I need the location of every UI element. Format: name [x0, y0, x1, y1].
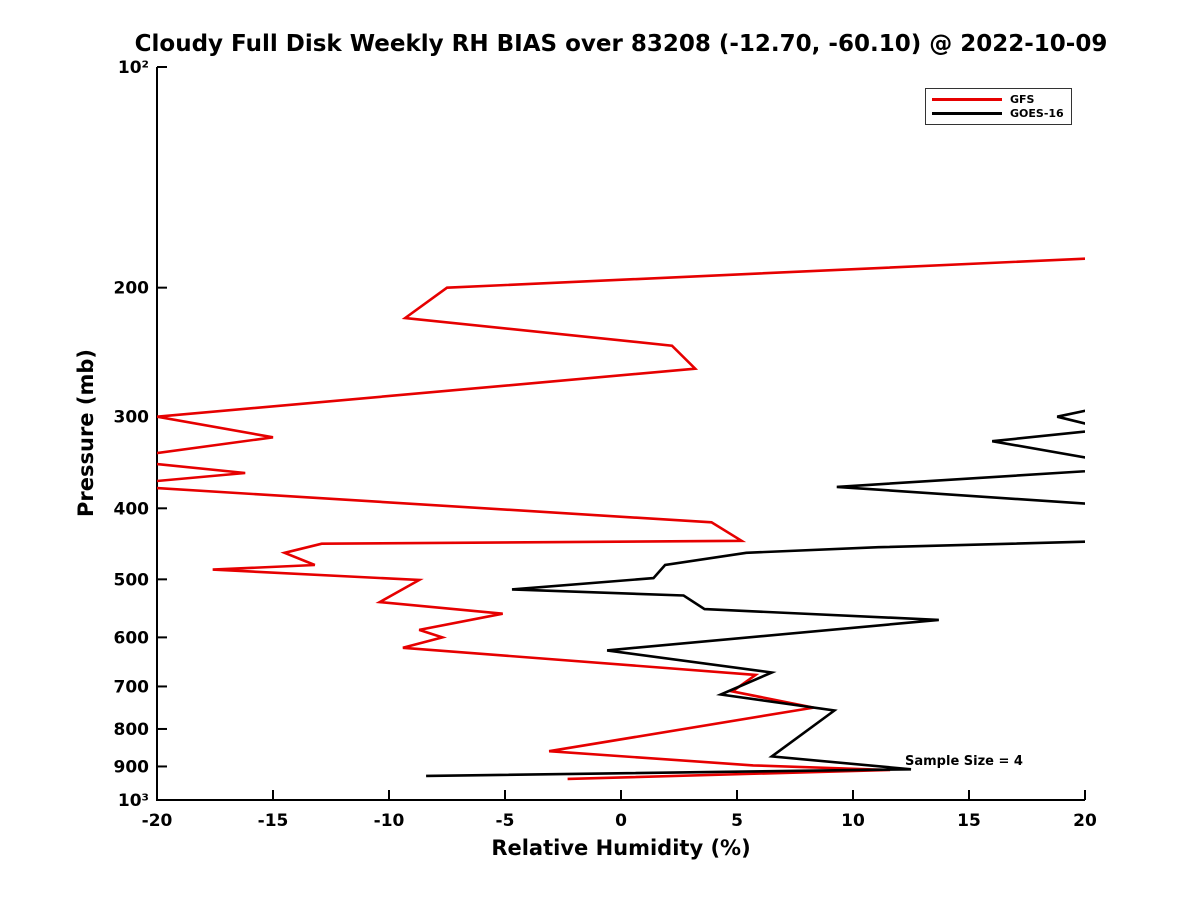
y-tick-label: 900 — [114, 757, 150, 777]
y-tick-label: 600 — [114, 628, 150, 648]
y-tick-label: 800 — [114, 720, 150, 740]
sample-size-annotation: Sample Size = 4 — [905, 754, 1023, 769]
x-axis-label: Relative Humidity (%) — [491, 836, 751, 860]
legend-label-gfs: GFS — [1010, 93, 1035, 106]
goes-16-line-swatch — [932, 111, 1002, 116]
y-tick-label: 10² — [118, 58, 149, 78]
x-tick-label: 10 — [841, 811, 865, 831]
x-tick-label: 15 — [957, 811, 981, 831]
legend: GFS GOES-16 — [925, 88, 1072, 125]
gfs-line — [157, 257, 1085, 781]
y-tick-label: 200 — [114, 279, 150, 299]
x-tick-label: 5 — [731, 811, 743, 831]
legend-item-gfs: GFS — [932, 94, 1065, 105]
y-tick-label: 500 — [114, 570, 150, 590]
legend-label-goes16: GOES-16 — [1010, 107, 1064, 120]
y-tick-label: 400 — [114, 499, 150, 519]
y-tick-label: 10³ — [118, 791, 149, 811]
y-axis-label: Pressure (mb) — [74, 349, 98, 517]
x-tick-label: 20 — [1073, 811, 1097, 831]
x-tick-label: -10 — [374, 811, 405, 831]
goes-16-line — [426, 409, 1085, 778]
x-tick-label: -5 — [496, 811, 515, 831]
y-tick-label: 700 — [114, 677, 150, 697]
x-tick-label: -15 — [258, 811, 289, 831]
legend-item-goes16: GOES-16 — [932, 108, 1065, 119]
x-tick-label: 0 — [615, 811, 627, 831]
gfs-line-swatch — [932, 97, 1002, 102]
chart-title: Cloudy Full Disk Weekly RH BIAS over 832… — [134, 31, 1108, 57]
y-tick-label: 300 — [114, 408, 150, 428]
x-tick-label: -20 — [142, 811, 173, 831]
axis-spines — [156, 67, 1085, 801]
